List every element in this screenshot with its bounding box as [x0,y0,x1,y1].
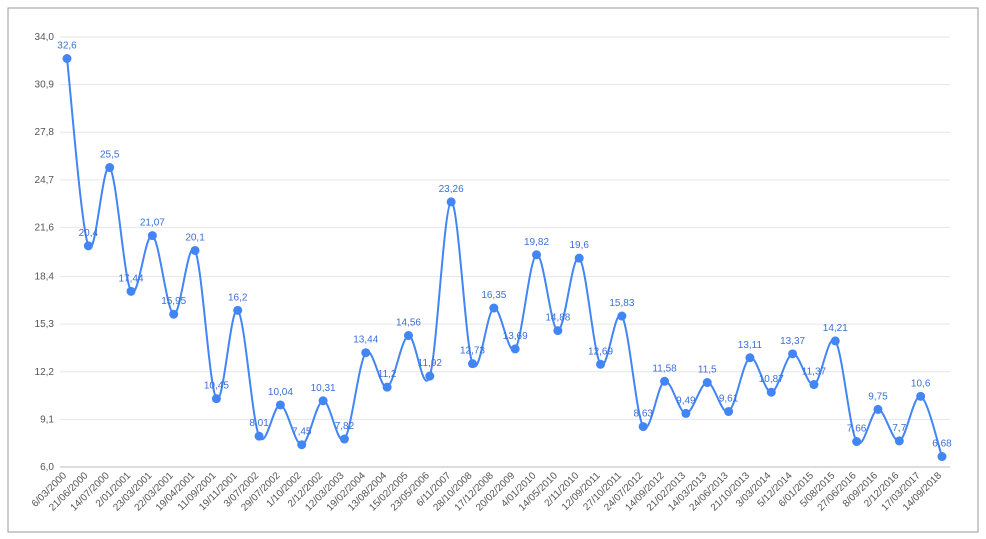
y-tick-label: 21,6 [35,222,55,233]
point [532,250,542,260]
point [852,437,862,447]
value-label: 15,95 [161,296,186,307]
point [916,391,926,401]
value-label: 25,5 [100,150,120,161]
point [724,407,734,417]
point [446,197,456,207]
y-tick-label: 9,1 [40,414,54,425]
value-label: 19,6 [569,240,589,251]
point [638,422,648,432]
point [745,353,755,363]
y-tick-label: 15,3 [35,319,55,330]
point [660,376,670,386]
value-label: 7,45 [292,427,312,438]
point [830,336,840,346]
value-label: 15,83 [609,298,634,309]
value-label: 14,56 [396,318,421,329]
point [553,326,563,336]
value-label: 6,68 [932,439,952,450]
point [873,404,883,414]
point [617,311,627,321]
value-label: 23,26 [439,184,464,195]
value-label: 21,07 [140,218,165,229]
value-label: 32,6 [57,41,77,52]
y-tick-label: 27,8 [35,127,55,138]
value-label: 20,1 [185,232,205,243]
value-label: 7,82 [335,421,355,432]
value-label: 8,01 [249,418,269,429]
point [83,241,93,251]
point [275,400,285,410]
y-tick-label: 24,7 [35,175,55,186]
value-label: 13,37 [780,336,805,347]
value-label: 11,5 [698,365,717,376]
value-label: 16,35 [481,290,506,301]
value-label: 7,7 [892,423,906,434]
chart-frame [7,7,979,533]
point [788,349,798,359]
value-label: 11,58 [652,363,677,374]
value-label: 10,31 [311,383,336,394]
point [339,434,349,444]
point [681,408,691,418]
value-label: 11,2 [378,369,397,380]
value-label: 9,75 [868,391,888,402]
point [62,54,72,63]
y-tick-label: 34,0 [35,32,55,43]
point [254,431,264,441]
value-label: 10,04 [268,387,293,398]
point [169,309,179,319]
value-label: 13,11 [738,340,763,351]
value-label: 19,82 [524,237,549,248]
point [403,331,413,341]
point [489,303,499,313]
value-label: 10,45 [204,381,229,392]
point [894,436,904,446]
point [702,378,712,388]
value-label: 12,69 [588,346,613,357]
value-label: 11,37 [802,367,827,378]
y-tick-label: 12,2 [35,367,55,378]
point [126,286,136,296]
value-label: 20,4 [79,228,99,239]
y-tick-label: 6,0 [40,462,54,473]
point [297,440,307,450]
value-label: 9,49 [676,395,696,406]
value-label: 14,21 [823,323,848,334]
point [766,387,776,397]
point [190,245,200,255]
value-label: 8,63 [633,409,653,420]
value-label: 10,87 [759,374,784,385]
value-label: 9,61 [719,394,739,405]
point [596,359,606,369]
point [147,231,157,241]
y-tick-label: 18,4 [35,272,55,283]
value-label: 17,44 [119,273,144,284]
point [233,305,243,315]
point [425,371,435,381]
value-label: 7,66 [847,424,867,435]
point [510,344,520,354]
value-label: 13,69 [503,331,528,342]
point [361,348,371,358]
value-label: 13,44 [353,335,378,346]
point [211,394,221,404]
point [574,253,584,263]
point [318,396,328,406]
value-label: 11,92 [418,358,443,369]
value-label: 12,73 [460,346,485,357]
point [467,359,477,369]
point [937,452,947,462]
value-label: 14,88 [545,313,570,324]
y-tick-label: 30,9 [35,80,55,91]
point [809,380,819,390]
value-label: 10,6 [911,378,931,389]
value-label: 16,2 [228,292,248,303]
point [105,163,115,173]
point [382,382,392,392]
